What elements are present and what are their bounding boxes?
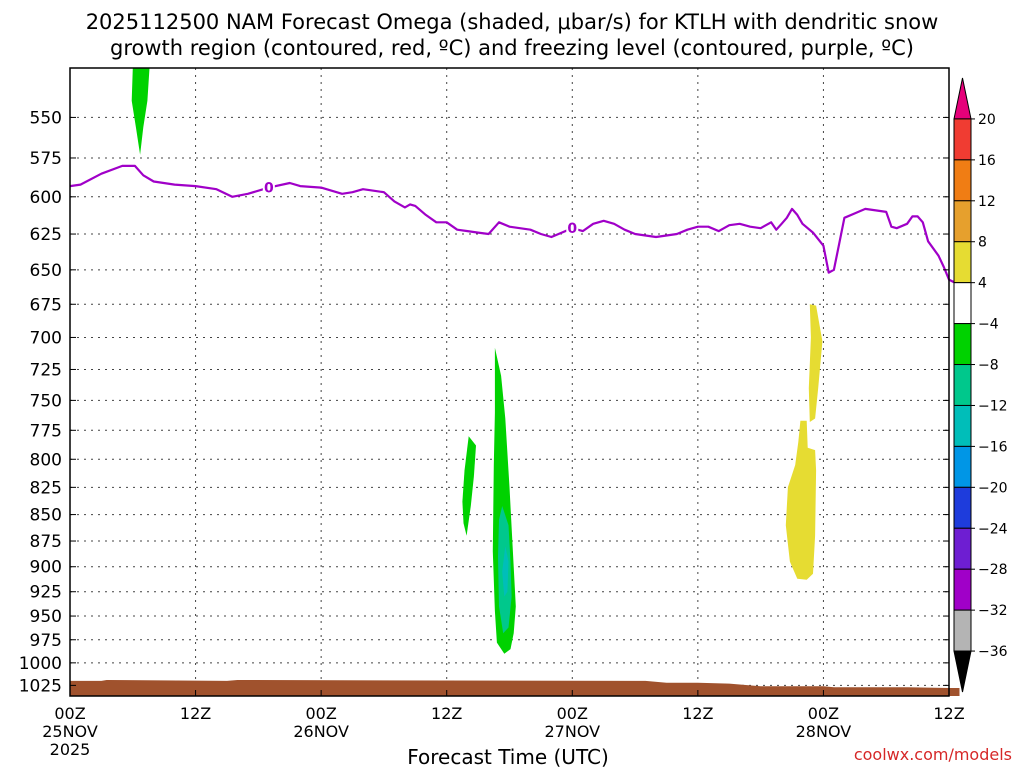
omega-shading <box>131 68 823 654</box>
x-tick-date-72: 28NOV <box>796 722 852 741</box>
y-tick-label-1025: 1025 <box>19 676 62 696</box>
y-tick-label-825: 825 <box>30 478 62 498</box>
omega-region-5 <box>808 304 823 422</box>
omega-region-6 <box>785 420 817 580</box>
y-axis: 550 575 600 625 650 675 700 725 750 775 800 825 850 8… <box>19 108 949 696</box>
freezing-label-bg-0 <box>262 179 275 196</box>
y-tick-label-900: 900 <box>30 558 62 578</box>
freezing-level-line <box>69 164 961 287</box>
y-tick-label-925: 925 <box>30 583 62 603</box>
x-tick-date-24: 26NOV <box>293 722 349 741</box>
colorbar-swatch-5 <box>953 282 972 325</box>
colorbar-swatch-12 <box>953 568 972 611</box>
colorbar-swatch-10 <box>953 486 972 529</box>
colorbar-swatch-1 <box>953 118 972 161</box>
y-tick-label-875: 875 <box>30 532 62 552</box>
x-tick-label-12: 12Z <box>180 704 211 723</box>
y-tick-label-850: 850 <box>30 506 62 526</box>
freezing-label-bg-1 <box>566 220 579 237</box>
x-tick-label-24: 00Z <box>305 704 336 723</box>
colorbar-label-3: 8 <box>978 235 987 251</box>
colorbar-swatch-9 <box>953 445 972 488</box>
y-tick-label-950: 950 <box>30 607 62 627</box>
x-tick-label-72: 00Z <box>808 704 839 723</box>
y-tick-label-625: 625 <box>30 225 62 245</box>
colorbar-label-4: 4 <box>978 276 987 292</box>
y-tick-label-600: 600 <box>30 188 62 208</box>
colorbar-swatch-4 <box>953 241 972 284</box>
omega-region-4 <box>502 546 509 597</box>
colorbar-label-7: −12 <box>978 398 1008 414</box>
colorbar-label-8: −16 <box>978 439 1008 455</box>
y-tick-label-675: 675 <box>30 295 62 315</box>
chart-title-line1: 2025112500 NAM Forecast Omega (shaded, μ… <box>86 10 939 34</box>
colorbar-cap-bottom <box>953 650 972 693</box>
x-tick-date-0: 25NOV <box>42 722 98 741</box>
x-tick-year-0: 2025 <box>50 740 91 759</box>
omega-region-0 <box>131 68 150 155</box>
colorbar: 20 16 12 8 4 −4 −8 −12 −16 −20 −24 −28 −32 −36 <box>953 77 1008 693</box>
freezing-level-label-1: 0 <box>567 221 577 237</box>
x-tick-label-48: 00Z <box>557 704 588 723</box>
terrain-layer <box>70 680 960 696</box>
colorbar-label-1: 16 <box>978 153 996 169</box>
y-tick-label-1000: 1000 <box>19 654 62 674</box>
y-tick-label-750: 750 <box>30 391 62 411</box>
colorbar-swatch-8 <box>953 404 972 447</box>
colorbar-label-5: −4 <box>978 317 999 333</box>
chart-title-line2: growth region (contoured, red, ºC) and f… <box>110 36 914 60</box>
y-tick-label-775: 775 <box>30 421 62 441</box>
colorbar-swatch-2 <box>953 159 972 202</box>
colorbar-label-12: −32 <box>978 603 1008 619</box>
terrain-surface <box>70 680 960 696</box>
y-tick-label-650: 650 <box>30 261 62 281</box>
colorbar-swatch-13 <box>953 609 972 652</box>
colorbar-label-2: 12 <box>978 194 996 210</box>
y-tick-label-725: 725 <box>30 360 62 380</box>
y-tick-label-975: 975 <box>30 631 62 651</box>
colorbar-label-13: −36 <box>978 644 1008 660</box>
y-tick-label-700: 700 <box>30 328 62 348</box>
colorbar-swatch-3 <box>953 200 972 243</box>
freezing-level-label-0: 0 <box>264 181 274 197</box>
plot-frame <box>69 67 950 697</box>
x-tick-label-36: 12Z <box>431 704 462 723</box>
x-tick-label-84: 12Z <box>933 704 964 723</box>
colorbar-label-11: −28 <box>978 562 1008 578</box>
x-axis-label: Forecast Time (UTC) <box>407 745 609 768</box>
colorbar-label-0: 20 <box>978 112 996 128</box>
x-tick-label-60: 12Z <box>682 704 713 723</box>
omega-region-1 <box>462 436 476 536</box>
colorbar-swatch-11 <box>953 527 972 570</box>
y-tick-label-800: 800 <box>30 450 62 470</box>
x-tick-date-48: 27NOV <box>544 722 600 741</box>
y-tick-label-550: 550 <box>30 108 62 128</box>
colorbar-cap-top <box>953 77 972 120</box>
colorbar-label-9: −20 <box>978 480 1008 496</box>
colorbar-label-10: −24 <box>978 521 1008 537</box>
colorbar-label-6: −8 <box>978 358 999 374</box>
freezing-level-layer: 00 <box>69 164 961 287</box>
x-tick-label-0: 00Z <box>54 704 85 723</box>
colorbar-swatch-6 <box>953 323 972 366</box>
y-tick-label-575: 575 <box>30 149 62 169</box>
credit-text: coolwx.com/models <box>854 745 1012 764</box>
colorbar-swatch-7 <box>953 364 972 406</box>
